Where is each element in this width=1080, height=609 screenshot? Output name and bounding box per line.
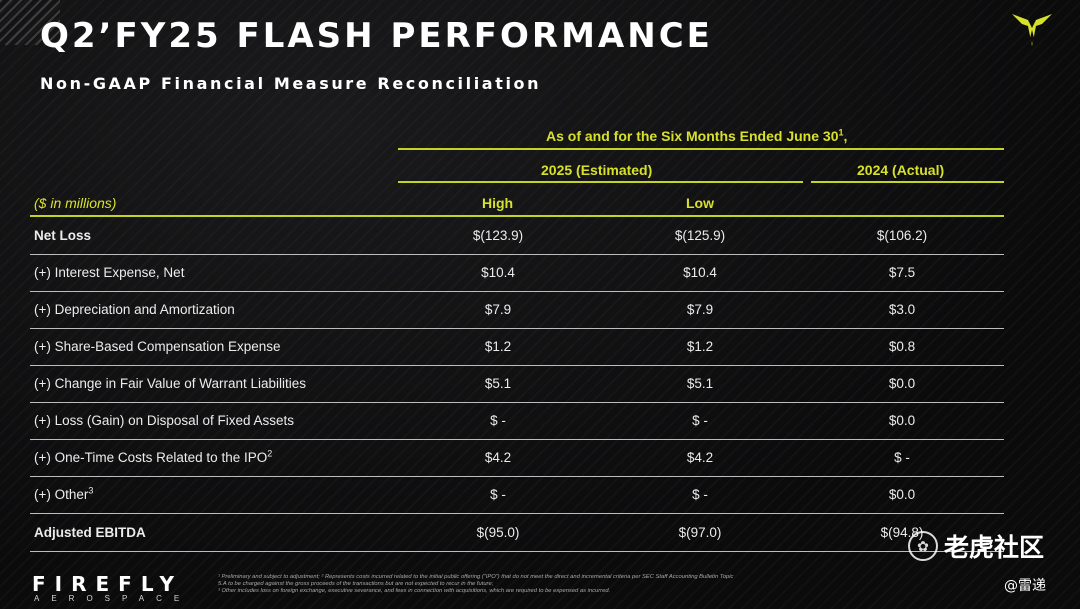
cell-actual: $0.0 xyxy=(888,413,916,428)
cell-low: $5.1 xyxy=(686,376,714,391)
table-row-other: (+) Other3 $ - $ - $0.0 xyxy=(30,476,1004,514)
row-label: (+) Change in Fair Value of Warrant Liab… xyxy=(34,376,306,391)
cell-high: $ - xyxy=(490,413,506,428)
table-row-depreciation: (+) Depreciation and Amortization $7.9 $… xyxy=(30,291,1004,329)
units-label: ($ in millions) xyxy=(34,195,117,211)
cell-low: $7.9 xyxy=(686,302,714,317)
table-row-ipo-costs: (+) One-Time Costs Related to the IPO2 $… xyxy=(30,439,1004,477)
group-header-2025: 2025 (Estimated) xyxy=(541,162,653,178)
cell-high: $(95.0) xyxy=(476,525,520,540)
table-row-disposal: (+) Loss (Gain) on Disposal of Fixed Ass… xyxy=(30,402,1004,440)
watermark-handle: @雷递 xyxy=(1004,578,1046,594)
cell-high: $4.2 xyxy=(484,450,512,465)
cell-actual: $(106.2) xyxy=(876,228,928,243)
group-header-2024: 2024 (Actual) xyxy=(857,162,945,178)
period-header: As of and for the Six Months Ended June … xyxy=(546,127,848,144)
page-title: Q2’FY25 FLASH PERFORMANCE xyxy=(40,16,713,56)
cell-high: $ - xyxy=(490,487,506,502)
row-label: (+) Other3 xyxy=(34,485,94,502)
cell-high: $(123.9) xyxy=(472,228,524,243)
cell-actual: $7.5 xyxy=(888,265,916,280)
corner-decoration xyxy=(0,0,60,45)
group-rule-2025 xyxy=(398,181,803,183)
group-rule-2024 xyxy=(811,181,1004,183)
brand-wordmark: FIREFLY xyxy=(32,572,183,596)
cell-high: $7.9 xyxy=(484,302,512,317)
cell-high: $10.4 xyxy=(481,265,515,280)
cell-actual: $0.0 xyxy=(888,487,916,502)
watermark: ✿ 老虎社区 xyxy=(908,528,1044,564)
period-header-rule xyxy=(398,148,1004,150)
cell-actual: $ - xyxy=(894,450,910,465)
table-row-warrant: (+) Change in Fair Value of Warrant Liab… xyxy=(30,365,1004,403)
col-header-low: Low xyxy=(686,195,714,211)
cell-high: $5.1 xyxy=(484,376,512,391)
cell-high: $1.2 xyxy=(484,339,512,354)
footnotes: ¹ Preliminary and subject to adjustment;… xyxy=(218,574,738,596)
cell-low: $10.4 xyxy=(683,265,717,280)
row-label: Adjusted EBITDA xyxy=(34,525,146,540)
col-header-high: High xyxy=(482,195,514,211)
cell-low: $(125.9) xyxy=(674,228,726,243)
firefly-logo-icon xyxy=(1012,14,1052,46)
table-row-interest: (+) Interest Expense, Net $10.4 $10.4 $7… xyxy=(30,254,1004,292)
tiger-community-icon: ✿ xyxy=(908,531,938,561)
cell-actual: $0.0 xyxy=(888,376,916,391)
cell-low: $ - xyxy=(692,487,708,502)
table-row-net-loss: Net Loss $(123.9) $(125.9) $(106.2) xyxy=(30,217,1004,255)
row-label: (+) Loss (Gain) on Disposal of Fixed Ass… xyxy=(34,413,294,428)
row-label: Net Loss xyxy=(34,228,92,243)
watermark-text: 老虎社区 xyxy=(944,533,1045,562)
brand-subtitle: AEROSPACE xyxy=(34,594,192,603)
cell-low: $(97.0) xyxy=(678,525,722,540)
cell-low: $4.2 xyxy=(686,450,714,465)
row-label: (+) Interest Expense, Net xyxy=(34,265,185,280)
row-label: (+) Depreciation and Amortization xyxy=(34,302,235,317)
row-label: (+) One-Time Costs Related to the IPO2 xyxy=(34,448,273,465)
cell-low: $1.2 xyxy=(686,339,714,354)
column-header-rule xyxy=(30,215,1004,217)
cell-actual: $0.8 xyxy=(888,339,916,354)
page-subtitle: Non-GAAP Financial Measure Reconciliatio… xyxy=(40,74,542,93)
cell-actual: $3.0 xyxy=(888,302,916,317)
cell-low: $ - xyxy=(692,413,708,428)
table-row-share-based: (+) Share-Based Compensation Expense $1.… xyxy=(30,328,1004,366)
table-row-adjusted-ebitda: Adjusted EBITDA $(95.0) $(97.0) $(94.8) xyxy=(30,514,1004,552)
footnote-2: ³ Other includes loss on foreign exchang… xyxy=(218,588,611,595)
footnote-1: ¹ Preliminary and subject to adjustment;… xyxy=(218,574,734,588)
row-label: (+) Share-Based Compensation Expense xyxy=(34,339,281,354)
